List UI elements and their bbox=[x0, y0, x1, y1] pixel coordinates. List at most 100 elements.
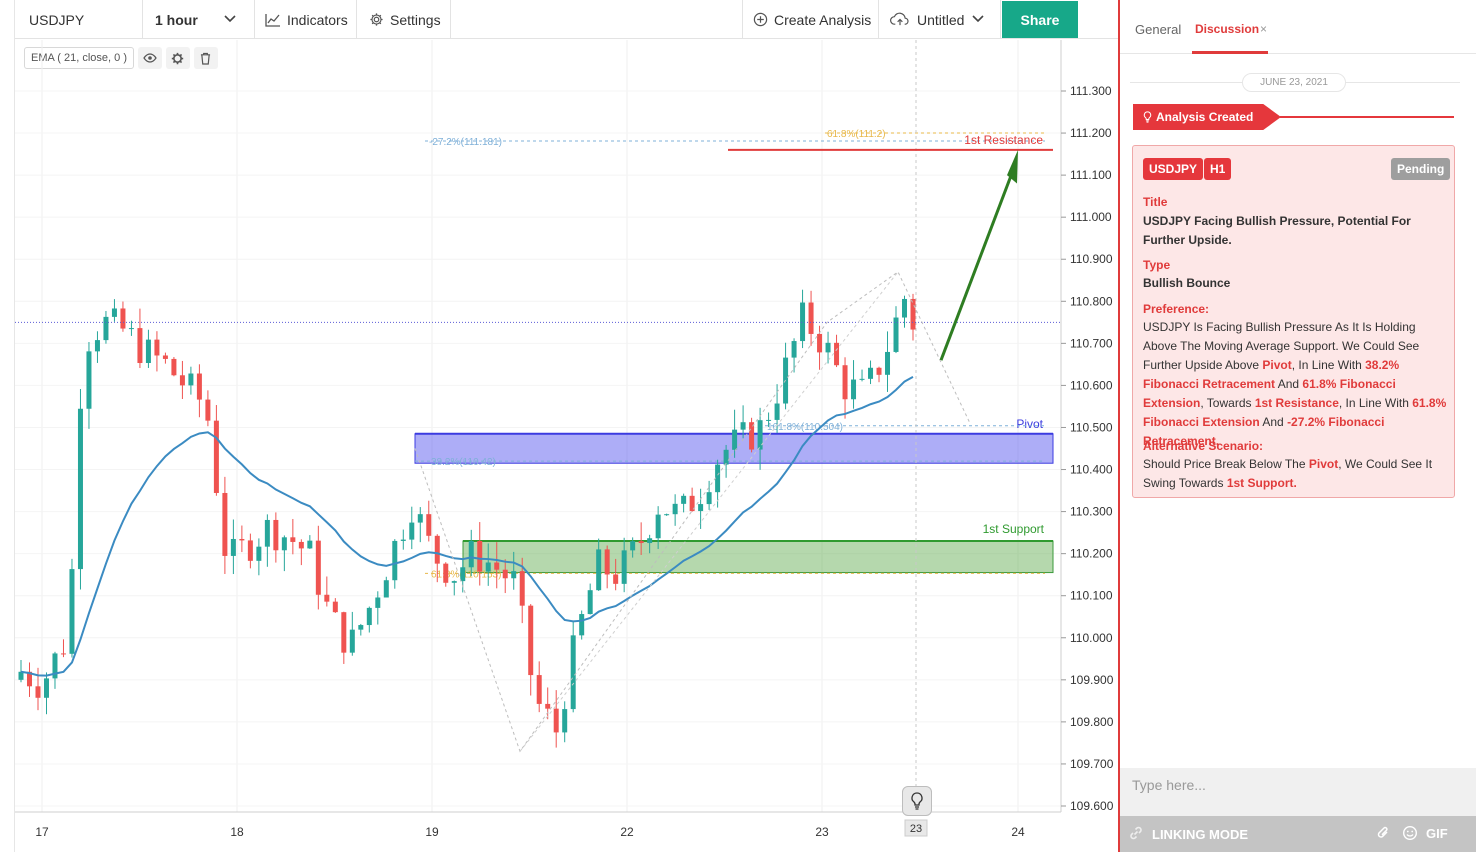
symbol-field[interactable]: USDJPY bbox=[15, 0, 143, 39]
candle-body bbox=[171, 358, 177, 376]
candle-body bbox=[791, 341, 797, 358]
price-tick-label: 110.400 bbox=[1070, 463, 1113, 477]
idea-bulb-button[interactable] bbox=[902, 786, 932, 816]
candle-body bbox=[681, 495, 687, 504]
analysis-created-label: Analysis Created bbox=[1156, 110, 1254, 124]
chart-section: USDJPY 1 hour Indicators Settings Create… bbox=[14, 0, 1119, 852]
candle-body bbox=[392, 540, 398, 581]
candle-body bbox=[264, 519, 270, 547]
candle-body bbox=[774, 403, 780, 420]
candle-body bbox=[562, 709, 568, 733]
settings-button[interactable]: Settings bbox=[357, 0, 451, 39]
candle-body bbox=[800, 302, 806, 342]
candle-body bbox=[179, 375, 185, 386]
chat-input[interactable]: Type here... bbox=[1120, 768, 1476, 816]
highlight-text: 1st Resistance bbox=[1254, 396, 1339, 410]
price-tick-label: 110.100 bbox=[1070, 589, 1113, 603]
candle-body bbox=[808, 302, 814, 334]
cloud-upload-icon bbox=[890, 12, 909, 26]
candle-body bbox=[893, 317, 899, 352]
candle-body bbox=[366, 607, 372, 626]
candle-body bbox=[69, 569, 75, 654]
candle-body bbox=[162, 355, 168, 359]
candle-body bbox=[443, 563, 449, 583]
symbol-label: USDJPY bbox=[29, 11, 85, 28]
candle-body bbox=[290, 537, 296, 542]
highlight-text: 1st Support. bbox=[1226, 476, 1297, 490]
candle-body bbox=[842, 365, 848, 400]
candle-body bbox=[451, 581, 457, 583]
candle-body bbox=[324, 594, 330, 602]
body-text: Should Price Break Below The bbox=[1143, 457, 1309, 471]
candle-body bbox=[409, 522, 415, 540]
projection-arrow bbox=[939, 161, 1018, 361]
untitled-label: Untitled bbox=[917, 11, 965, 28]
price-tick-label: 110.700 bbox=[1070, 336, 1113, 350]
candle-body bbox=[494, 562, 500, 570]
gear-icon[interactable] bbox=[165, 47, 190, 69]
candle-body bbox=[732, 429, 738, 450]
trash-icon[interactable] bbox=[193, 47, 218, 69]
ema-legend: EMA ( 21, close, 0 ) bbox=[24, 46, 218, 70]
candle-body bbox=[341, 612, 347, 653]
price-tick-label: 110.500 bbox=[1070, 420, 1113, 434]
chevron-down-icon bbox=[224, 15, 236, 23]
link-icon[interactable] bbox=[1128, 825, 1144, 841]
time-axis: 17 18 19 22 23 24 23 bbox=[15, 811, 1061, 839]
fib-label: 61.8%(110.153) bbox=[431, 569, 501, 580]
candle-body bbox=[460, 567, 466, 582]
highlight-text: -27.2% Fibonacci Retracement. bbox=[1143, 415, 1385, 448]
linking-mode-label[interactable]: LINKING MODE bbox=[1152, 827, 1249, 842]
price-tick-label: 111.100 bbox=[1070, 168, 1112, 182]
candle-body bbox=[18, 671, 24, 680]
candle-body bbox=[43, 678, 49, 698]
candle-body bbox=[715, 464, 721, 493]
settings-label: Settings bbox=[390, 11, 441, 28]
alternative-scenario-label: Alternative Scenario: bbox=[1143, 439, 1264, 453]
candle-body bbox=[647, 538, 653, 544]
gif-button[interactable]: GIF bbox=[1426, 826, 1448, 841]
emoji-icon[interactable] bbox=[1402, 825, 1418, 841]
body-text: , We Could See It Swing Towards bbox=[1143, 457, 1433, 490]
ema-label[interactable]: EMA ( 21, close, 0 ) bbox=[24, 47, 134, 69]
candle-body bbox=[579, 614, 585, 636]
highlight-text: 61.8% Fibonacci Extension bbox=[1143, 377, 1396, 410]
candle-body bbox=[205, 399, 211, 421]
tab-general[interactable]: General bbox=[1135, 22, 1182, 37]
candle-body bbox=[876, 367, 882, 375]
untitled-layout-button[interactable]: Untitled bbox=[879, 0, 1001, 39]
fib-label: 61.8%(111.2) bbox=[827, 129, 886, 140]
time-tick-label: 18 bbox=[230, 825, 244, 839]
highlight-text: Pivot bbox=[1262, 358, 1292, 372]
candle-body bbox=[477, 540, 483, 572]
create-analysis-button[interactable]: Create Analysis bbox=[742, 0, 879, 39]
candle-body bbox=[511, 571, 517, 579]
fibonacci-lines: -27.2%(111.181) 61.8%(111.2) 161.8%(110.50… bbox=[415, 129, 1045, 580]
indicators-button[interactable]: Indicators bbox=[255, 0, 357, 39]
candle-body bbox=[689, 495, 695, 512]
close-icon[interactable]: × bbox=[1260, 22, 1268, 36]
candle-body bbox=[307, 540, 313, 549]
tab-discussion[interactable]: Discussion bbox=[1195, 22, 1260, 36]
candle-body bbox=[825, 342, 831, 353]
candle-body bbox=[868, 367, 874, 379]
share-button[interactable]: Share bbox=[1002, 1, 1078, 38]
indicators-label: Indicators bbox=[287, 11, 348, 28]
panel-tabs: General Discussion × bbox=[1120, 0, 1476, 54]
chart-toolbar: USDJPY 1 hour Indicators Settings Create… bbox=[15, 0, 1119, 39]
preference-text: USDJPY Is Facing Bullish Pressure As It … bbox=[1143, 318, 1447, 451]
candle-body bbox=[332, 601, 338, 613]
paperclip-icon[interactable] bbox=[1376, 825, 1390, 841]
interval-select[interactable]: 1 hour bbox=[143, 0, 255, 39]
price-chart[interactable]: Pivot 1st Support -27.2%(111.181) 61.8%(11… bbox=[15, 40, 1119, 852]
eye-icon[interactable] bbox=[137, 47, 162, 69]
candle-body bbox=[749, 422, 755, 450]
candle-body bbox=[706, 492, 712, 505]
candle-body bbox=[188, 373, 194, 386]
time-tick-label: 19 bbox=[425, 825, 439, 839]
candle-body bbox=[298, 541, 304, 549]
candle-body bbox=[723, 449, 729, 465]
candle-body bbox=[638, 541, 644, 544]
time-tick-label: 22 bbox=[620, 825, 634, 839]
crosshair-time-label: 23 bbox=[910, 823, 922, 835]
